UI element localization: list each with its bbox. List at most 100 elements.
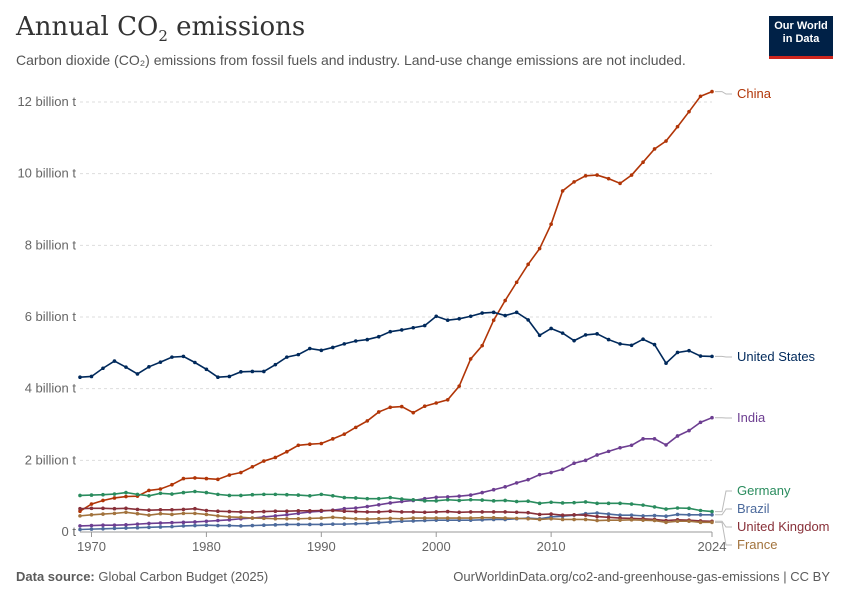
data-point <box>641 337 645 342</box>
series-india: India <box>78 410 766 528</box>
data-point <box>675 512 680 517</box>
data-point <box>376 334 381 339</box>
data-point <box>457 494 462 498</box>
data-point <box>595 511 599 515</box>
series-line <box>79 511 712 524</box>
data-point <box>193 476 197 480</box>
data-point <box>675 506 680 510</box>
data-point <box>239 493 243 498</box>
data-point <box>583 174 588 178</box>
data-point <box>480 490 484 495</box>
source-label: Data source: <box>16 569 95 584</box>
chart-title: Annual CO2 emissions <box>16 12 306 46</box>
data-point <box>296 493 301 497</box>
data-point <box>710 354 714 359</box>
source-link[interactable]: OurWorldinData.org/co2-and-greenhouse-ga… <box>453 569 830 584</box>
data-point <box>549 222 553 226</box>
data-point <box>204 519 209 524</box>
data-point <box>319 522 324 527</box>
chart-subtitle: Carbon dioxide (CO₂) emissions from foss… <box>16 52 686 68</box>
data-point <box>353 339 358 343</box>
data-point <box>135 507 140 512</box>
data-point <box>135 525 140 530</box>
data-point <box>434 510 439 514</box>
owid-logo[interactable]: Our World in Data <box>769 16 833 59</box>
data-point <box>147 513 151 517</box>
y-tick-label: 6 billion t <box>25 309 77 324</box>
data-point <box>250 523 255 528</box>
data-point <box>285 492 289 497</box>
data-point <box>342 509 347 514</box>
data-point <box>434 516 439 520</box>
data-point <box>158 487 163 491</box>
data-point <box>641 518 645 522</box>
data-point <box>101 526 105 531</box>
data-point <box>606 176 611 181</box>
data-point <box>399 516 404 521</box>
logo-line-1: Our World <box>774 20 828 32</box>
data-point <box>388 520 393 524</box>
data-point <box>342 342 347 346</box>
data-point <box>445 318 450 323</box>
data-point <box>606 518 611 522</box>
data-point <box>411 410 416 415</box>
data-point <box>629 343 634 348</box>
data-point <box>537 246 542 251</box>
data-point <box>250 510 255 514</box>
data-point <box>158 525 163 529</box>
data-point <box>537 517 542 522</box>
data-point <box>112 492 117 496</box>
data-point <box>491 499 496 503</box>
data-point <box>216 492 220 497</box>
series-label: India <box>737 410 766 425</box>
data-point <box>572 500 576 505</box>
y-tick-label: 0 t <box>62 524 77 539</box>
series-label: France <box>737 537 777 552</box>
data-point <box>572 461 576 466</box>
data-point <box>480 510 484 514</box>
data-point <box>181 524 186 528</box>
data-point <box>491 510 496 514</box>
data-point <box>399 510 404 514</box>
data-point <box>193 489 197 494</box>
data-point <box>365 419 370 423</box>
data-point <box>652 518 657 523</box>
data-point <box>273 492 278 497</box>
data-point <box>147 488 151 493</box>
data-point <box>549 326 553 331</box>
data-point <box>445 516 450 520</box>
data-point <box>560 517 565 522</box>
data-point <box>308 509 312 513</box>
data-point <box>641 514 645 518</box>
data-point <box>353 509 358 514</box>
label-connector <box>715 508 732 516</box>
data-point <box>411 497 416 502</box>
data-point <box>595 332 599 336</box>
data-point <box>78 506 82 511</box>
data-point <box>296 443 301 448</box>
label-connector <box>715 521 732 546</box>
data-point <box>376 496 381 501</box>
data-point <box>480 311 484 315</box>
data-point <box>572 180 576 184</box>
data-point <box>89 506 94 511</box>
series-line <box>79 311 713 379</box>
series-france: France <box>78 510 777 552</box>
series-china: China <box>78 86 772 514</box>
data-point <box>698 508 703 513</box>
data-point <box>78 514 82 518</box>
data-point <box>250 369 255 374</box>
data-point <box>319 508 324 513</box>
data-point <box>411 516 416 520</box>
data-point <box>216 375 220 380</box>
data-point <box>376 502 381 507</box>
data-point <box>273 509 278 514</box>
data-point <box>216 523 220 528</box>
data-point <box>629 518 634 522</box>
data-point <box>124 526 128 530</box>
series-label: Brazil <box>737 501 770 516</box>
data-source: Data source: Global Carbon Budget (2025) <box>16 569 268 584</box>
data-point <box>308 516 312 521</box>
data-point <box>618 181 622 186</box>
